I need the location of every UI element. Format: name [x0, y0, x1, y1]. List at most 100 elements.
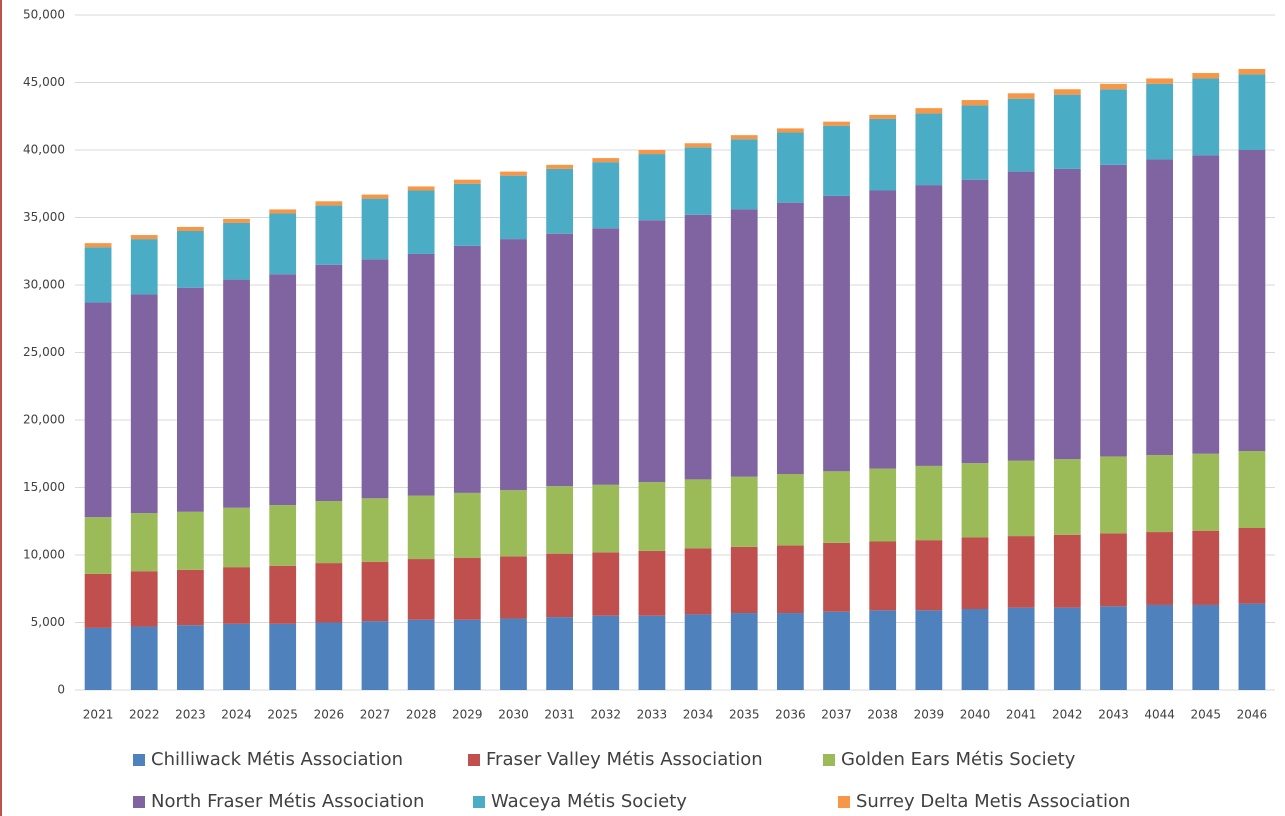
bar-segment	[407, 186, 435, 191]
bar-segment	[592, 162, 620, 229]
bar-segment	[1053, 607, 1081, 690]
y-tick-label: 5,000	[31, 615, 65, 629]
bar-segment	[223, 507, 250, 568]
y-tick-label: 0	[57, 683, 65, 697]
legend-label: Surrey Delta Metis Association	[856, 791, 1130, 812]
bar-segment	[361, 621, 389, 690]
bar-segment	[684, 548, 712, 615]
bar-segment	[638, 150, 666, 155]
bar-segment	[84, 243, 112, 248]
bar-segment	[1146, 78, 1173, 84]
x-tick-label: 2034	[683, 708, 714, 722]
y-tick-label: 50,000	[23, 8, 65, 22]
bar-segment	[777, 202, 804, 474]
bar-segment	[1100, 533, 1127, 607]
bar-segment	[869, 190, 897, 469]
bar-segment	[315, 201, 343, 206]
bar-segment	[869, 114, 897, 119]
bar-segment	[1100, 456, 1127, 534]
x-tick-label: 2038	[867, 708, 898, 722]
x-tick-label: 2045	[1190, 708, 1221, 722]
bar-segment	[1238, 69, 1266, 75]
bar-segment	[500, 171, 527, 176]
x-tick-label: 2043	[1098, 708, 1129, 722]
bar-segment	[961, 537, 989, 609]
bar-segment	[177, 287, 204, 512]
bar-segment	[177, 226, 204, 231]
bar-segment	[592, 552, 620, 616]
legend-swatch	[838, 796, 850, 808]
bar-segment	[869, 541, 897, 611]
bar-segment	[1192, 530, 1220, 605]
bar-segment	[500, 175, 527, 240]
bar-segment	[500, 239, 527, 491]
y-tick-label: 20,000	[23, 413, 65, 427]
bar-segment	[1007, 460, 1035, 537]
bar-segment	[1192, 78, 1220, 156]
bar-segment	[1100, 83, 1127, 90]
bar-segment	[915, 113, 943, 186]
bar-segment	[361, 198, 389, 260]
bar-segment	[1053, 94, 1081, 169]
bar-segment	[730, 476, 758, 547]
bar-segment	[269, 505, 297, 566]
bar-segment	[1007, 171, 1035, 461]
bar-segment	[407, 253, 435, 496]
bar-segment	[177, 625, 204, 690]
bar-segment	[1146, 532, 1173, 605]
bar-segment	[823, 542, 850, 612]
bar-segment	[1100, 164, 1127, 457]
bar-segment	[84, 517, 112, 574]
legend-swatch	[468, 754, 480, 766]
y-tick-label: 45,000	[23, 75, 65, 89]
x-tick-label: 2036	[775, 708, 806, 722]
x-tick-label: 2025	[267, 708, 298, 722]
bar-segment	[1192, 604, 1220, 690]
bar-segment	[546, 553, 573, 618]
legend-label: North Fraser Métis Association	[151, 791, 424, 812]
legend-swatch	[133, 796, 145, 808]
bar-segment	[684, 614, 712, 690]
x-tick-label: 2041	[1006, 708, 1037, 722]
bar-segment	[823, 195, 850, 472]
x-tick-label: 2021	[83, 708, 114, 722]
bar-segment	[453, 557, 481, 620]
bar-segment	[1100, 89, 1127, 165]
bar-segment	[915, 185, 943, 466]
bar-segment	[684, 147, 712, 215]
bar-segment	[1007, 607, 1035, 690]
y-tick-label: 30,000	[23, 278, 65, 292]
bar-segment	[223, 623, 250, 690]
bar-segment	[407, 190, 435, 254]
bar-segment	[1238, 451, 1266, 528]
bar-segment	[315, 622, 343, 690]
bar-segment	[638, 154, 666, 221]
bar-segment	[269, 274, 297, 506]
bar-segment	[407, 619, 435, 690]
bar-segment	[777, 613, 804, 690]
bar-segment	[1192, 453, 1220, 531]
bar-segment	[1146, 159, 1173, 456]
bar-segment	[269, 209, 297, 214]
bar-segment	[546, 168, 573, 234]
bar-segment	[961, 100, 989, 106]
bar-segment	[638, 550, 666, 616]
bar-segment	[130, 235, 158, 240]
legend-label: Waceya Métis Society	[491, 791, 687, 812]
bar-segment	[1192, 155, 1220, 454]
y-tick-label: 25,000	[23, 345, 65, 359]
y-tick-label: 35,000	[23, 210, 65, 224]
legend-swatch	[823, 754, 835, 766]
bar-segment	[223, 222, 250, 280]
bar-segment	[684, 143, 712, 148]
bar-segment	[869, 610, 897, 690]
x-tick-label: 2040	[960, 708, 991, 722]
bar-segment	[1053, 89, 1081, 95]
bar-segment	[730, 135, 758, 140]
bar-segment	[1053, 168, 1081, 460]
bar-segment	[961, 105, 989, 180]
bar-segment	[592, 484, 620, 553]
bar-segment	[1238, 150, 1266, 452]
bar-segment	[961, 609, 989, 690]
